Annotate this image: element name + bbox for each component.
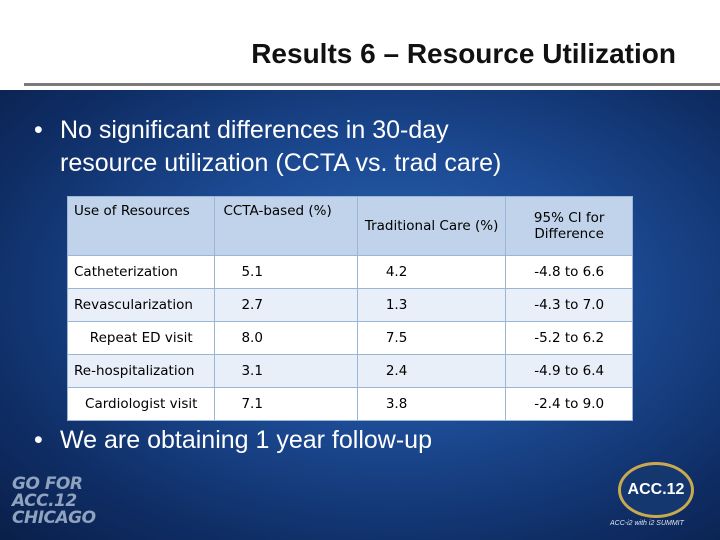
table-row: Repeat ED visit 8.0 7.5 -5.2 to 6.2 <box>66 321 633 355</box>
bullet-item: • We are obtaining 1 year follow-up <box>34 424 594 457</box>
table-header-cell: Traditional Care (%) <box>356 196 507 256</box>
table-cell: 4.2 <box>356 255 507 289</box>
table-header-row: Use of Resources CCTA-based (%) Traditio… <box>66 196 633 256</box>
logo-text-line: ACC.12 <box>12 491 77 511</box>
table-cell: 3.8 <box>356 387 507 421</box>
seal-tagline: ACC-i2 with i2 SUMMIT <box>610 520 684 527</box>
table-cell: Revascularization <box>66 288 216 322</box>
table-cell: Re-hospitalization <box>66 354 216 388</box>
table-row: Re-hospitalization 3.1 2.4 -4.9 to 6.4 <box>66 354 633 388</box>
table-header-cell: Use of Resources <box>66 196 216 256</box>
table-cell: 7.5 <box>356 321 507 355</box>
slide-header: Results 6 – Resource Utilization <box>0 0 720 90</box>
table-header-cell: CCTA-based (%) <box>214 196 358 256</box>
bullet-marker: • <box>34 426 43 454</box>
table-cell: Repeat ED visit <box>66 321 216 355</box>
slide-title: Results 6 – Resource Utilization <box>251 38 676 69</box>
table-cell: -5.2 to 6.2 <box>505 321 633 355</box>
table-cell: 1.3 <box>356 288 507 322</box>
table-cell: Catheterization <box>66 255 216 289</box>
bullet-item: • No significant differences in 30-day r… <box>34 114 654 180</box>
bullet-text-line: No significant differences in 30-day <box>60 116 449 144</box>
table-cell: 2.7 <box>214 288 358 322</box>
seal-text: ACC.12 <box>627 481 685 498</box>
table-cell: -4.8 to 6.6 <box>505 255 633 289</box>
bullet-text-line: We are obtaining 1 year follow-up <box>60 426 432 454</box>
title-divider <box>24 83 720 86</box>
table-cell: 7.1 <box>214 387 358 421</box>
go-for-acc12-chicago-logo: GO FOR ACC.12 CHICAGO <box>12 474 96 532</box>
table-cell: -2.4 to 9.0 <box>505 387 633 421</box>
table-cell: 3.1 <box>214 354 358 388</box>
acc12-seal: ACC.12 <box>618 462 694 518</box>
table-row: Catheterization 5.1 4.2 -4.8 to 6.6 <box>66 255 633 289</box>
table-header-cell: 95% CI for Difference <box>505 196 633 256</box>
logo-text-line: GO FOR <box>12 474 83 494</box>
resource-table: Use of Resources CCTA-based (%) Traditio… <box>66 196 633 421</box>
bullet-text-line: resource utilization (CCTA vs. trad care… <box>60 149 502 177</box>
table-row: Revascularization 2.7 1.3 -4.3 to 7.0 <box>66 288 633 322</box>
logo-text-line: CHICAGO <box>12 508 96 528</box>
table-cell: -4.9 to 6.4 <box>505 354 633 388</box>
table-cell: 8.0 <box>214 321 358 355</box>
table-cell: Cardiologist visit <box>66 387 216 421</box>
table-cell: -4.3 to 7.0 <box>505 288 633 322</box>
bullet-marker: • <box>34 116 43 144</box>
acc12-logo: ACC.12 ACC-i2 with i2 SUMMIT <box>608 462 708 536</box>
table-cell: 5.1 <box>214 255 358 289</box>
table-row: Cardiologist visit 7.1 3.8 -2.4 to 9.0 <box>66 387 633 421</box>
table-cell: 2.4 <box>356 354 507 388</box>
